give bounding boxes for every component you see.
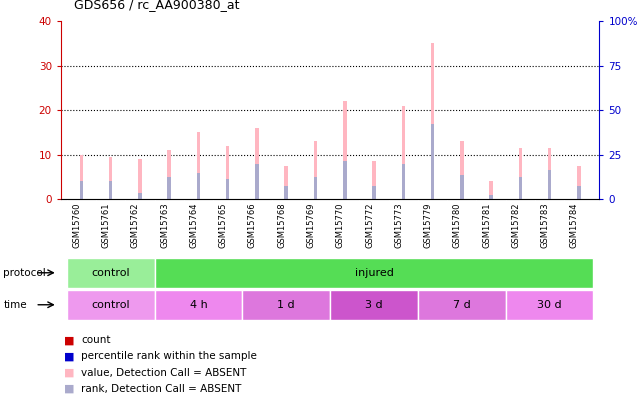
Bar <box>577 186 581 199</box>
Text: control: control <box>91 268 130 278</box>
Text: GSM15760: GSM15760 <box>72 202 81 247</box>
Text: ■: ■ <box>64 335 74 345</box>
Bar <box>548 148 551 199</box>
Bar <box>109 181 112 199</box>
Text: 7 d: 7 d <box>453 300 470 310</box>
Text: value, Detection Call = ABSENT: value, Detection Call = ABSENT <box>81 368 247 377</box>
Bar <box>313 141 317 199</box>
Bar <box>67 258 154 288</box>
Text: ■: ■ <box>64 368 74 377</box>
Bar <box>167 177 171 199</box>
Text: count: count <box>81 335 111 345</box>
Text: control: control <box>91 300 130 310</box>
Text: time: time <box>3 300 27 310</box>
Text: GSM15768: GSM15768 <box>277 202 287 248</box>
Text: GSM15761: GSM15761 <box>102 202 111 247</box>
Bar <box>226 146 229 199</box>
Text: rank, Detection Call = ABSENT: rank, Detection Call = ABSENT <box>81 384 242 394</box>
Bar <box>519 177 522 199</box>
Bar <box>401 106 405 199</box>
Bar <box>154 258 594 288</box>
Bar <box>418 290 506 320</box>
Text: ■: ■ <box>64 384 74 394</box>
Bar <box>313 177 317 199</box>
Text: GSM15762: GSM15762 <box>131 202 140 247</box>
Text: injured: injured <box>354 268 394 278</box>
Bar <box>489 195 493 199</box>
Bar <box>109 157 112 199</box>
Bar <box>79 155 83 199</box>
Bar <box>489 181 493 199</box>
Bar <box>401 164 405 199</box>
Bar <box>372 186 376 199</box>
Bar <box>197 173 200 199</box>
Bar <box>431 43 435 199</box>
Bar <box>154 290 242 320</box>
Bar <box>197 132 200 199</box>
Bar <box>285 186 288 199</box>
Bar <box>506 290 594 320</box>
Text: protocol: protocol <box>3 268 46 278</box>
Text: GSM15780: GSM15780 <box>453 202 462 247</box>
Bar <box>79 181 83 199</box>
Text: percentile rank within the sample: percentile rank within the sample <box>81 352 257 361</box>
Bar <box>577 166 581 199</box>
Text: GSM15779: GSM15779 <box>424 202 433 247</box>
Text: 4 h: 4 h <box>190 300 207 310</box>
Bar <box>330 290 418 320</box>
Text: GSM15770: GSM15770 <box>336 202 345 247</box>
Text: ■: ■ <box>64 352 74 361</box>
Text: GSM15783: GSM15783 <box>540 202 549 248</box>
Bar <box>67 290 154 320</box>
Text: 3 d: 3 d <box>365 300 383 310</box>
Text: GSM15781: GSM15781 <box>482 202 491 247</box>
Text: GSM15765: GSM15765 <box>219 202 228 247</box>
Bar <box>255 164 259 199</box>
Bar <box>285 166 288 199</box>
Text: GSM15782: GSM15782 <box>512 202 520 247</box>
Bar <box>460 175 463 199</box>
Bar <box>226 179 229 199</box>
Bar <box>431 124 435 199</box>
Text: GSM15773: GSM15773 <box>394 202 403 248</box>
Text: GSM15769: GSM15769 <box>306 202 315 247</box>
Text: 1 d: 1 d <box>278 300 295 310</box>
Text: GSM15763: GSM15763 <box>160 202 169 248</box>
Bar <box>242 290 330 320</box>
Text: GSM15764: GSM15764 <box>190 202 199 247</box>
Bar <box>138 192 142 199</box>
Bar <box>138 159 142 199</box>
Text: GSM15784: GSM15784 <box>570 202 579 247</box>
Bar <box>255 128 259 199</box>
Bar <box>343 161 347 199</box>
Bar <box>167 150 171 199</box>
Bar <box>372 161 376 199</box>
Bar <box>548 170 551 199</box>
Text: GDS656 / rc_AA900380_at: GDS656 / rc_AA900380_at <box>74 0 239 11</box>
Bar <box>343 101 347 199</box>
Bar <box>519 148 522 199</box>
Text: GSM15772: GSM15772 <box>365 202 374 247</box>
Bar <box>460 141 463 199</box>
Text: GSM15766: GSM15766 <box>248 202 257 248</box>
Text: 30 d: 30 d <box>537 300 562 310</box>
